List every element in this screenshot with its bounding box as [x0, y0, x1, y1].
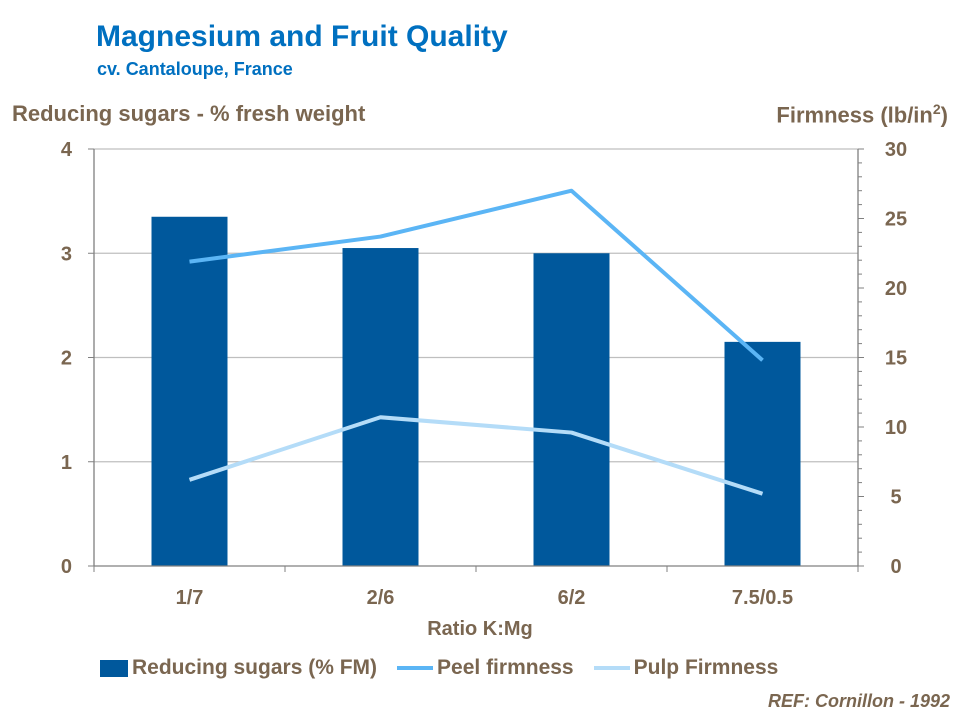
x-tick-label: 7.5/0.5	[732, 587, 793, 609]
y-tick-label: 4	[61, 139, 73, 161]
bar-2/6	[342, 248, 419, 566]
legend: Reducing sugars (% FM) Peel firmness Pul…	[100, 656, 798, 680]
bar-6/2	[533, 253, 610, 566]
y-tick-label: 0	[61, 556, 72, 578]
legend-label: Peel firmness	[437, 656, 574, 679]
y2-tick-label: 10	[885, 417, 907, 439]
reference-note: REF: Cornillon - 1992	[767, 691, 950, 711]
x-tick-label: 6/2	[558, 587, 586, 609]
x-tick-label: 2/6	[367, 587, 395, 609]
line-peel-firmness	[189, 188, 764, 362]
legend-item-pulp: Pulp Firmness	[593, 656, 779, 680]
legend-label: Reducing sugars (% FM)	[132, 656, 378, 679]
y2-tick-label: 15	[885, 348, 907, 370]
chart-title: Magnesium and Fruit Quality	[96, 20, 508, 53]
line-pulp-firmness	[188, 415, 764, 496]
y2-tick-label: 20	[885, 278, 907, 300]
bar-1/7	[151, 216, 228, 566]
legend-swatch-peel	[397, 666, 434, 670]
chart-subtitle: cv. Cantaloupe, France	[97, 59, 293, 79]
y2-tick-label: 30	[885, 139, 907, 161]
y-axis-label: Reducing sugars - % fresh weight	[12, 101, 366, 126]
y2-axis-label: Firmness (lb/in2)	[776, 101, 948, 128]
y-tick-label: 2	[61, 348, 72, 370]
legend-label: Pulp Firmness	[633, 656, 779, 679]
legend-swatch-pulp	[593, 666, 630, 670]
bar-7.5/0.5	[724, 341, 801, 566]
y2-tick-label: 0	[890, 556, 901, 578]
x-tick-label: 1/7	[176, 587, 204, 609]
legend-swatch-sugars	[100, 659, 128, 677]
y2-tick-label: 25	[885, 209, 907, 231]
y-tick-label: 1	[61, 452, 72, 474]
y2-tick-label: 5	[890, 487, 901, 509]
x-axis-label: Ratio K:Mg	[427, 618, 533, 640]
legend-item-peel: Peel firmness	[397, 656, 574, 680]
y-tick-label: 3	[61, 243, 72, 265]
legend-item-sugars: Reducing sugars (% FM)	[100, 656, 377, 680]
